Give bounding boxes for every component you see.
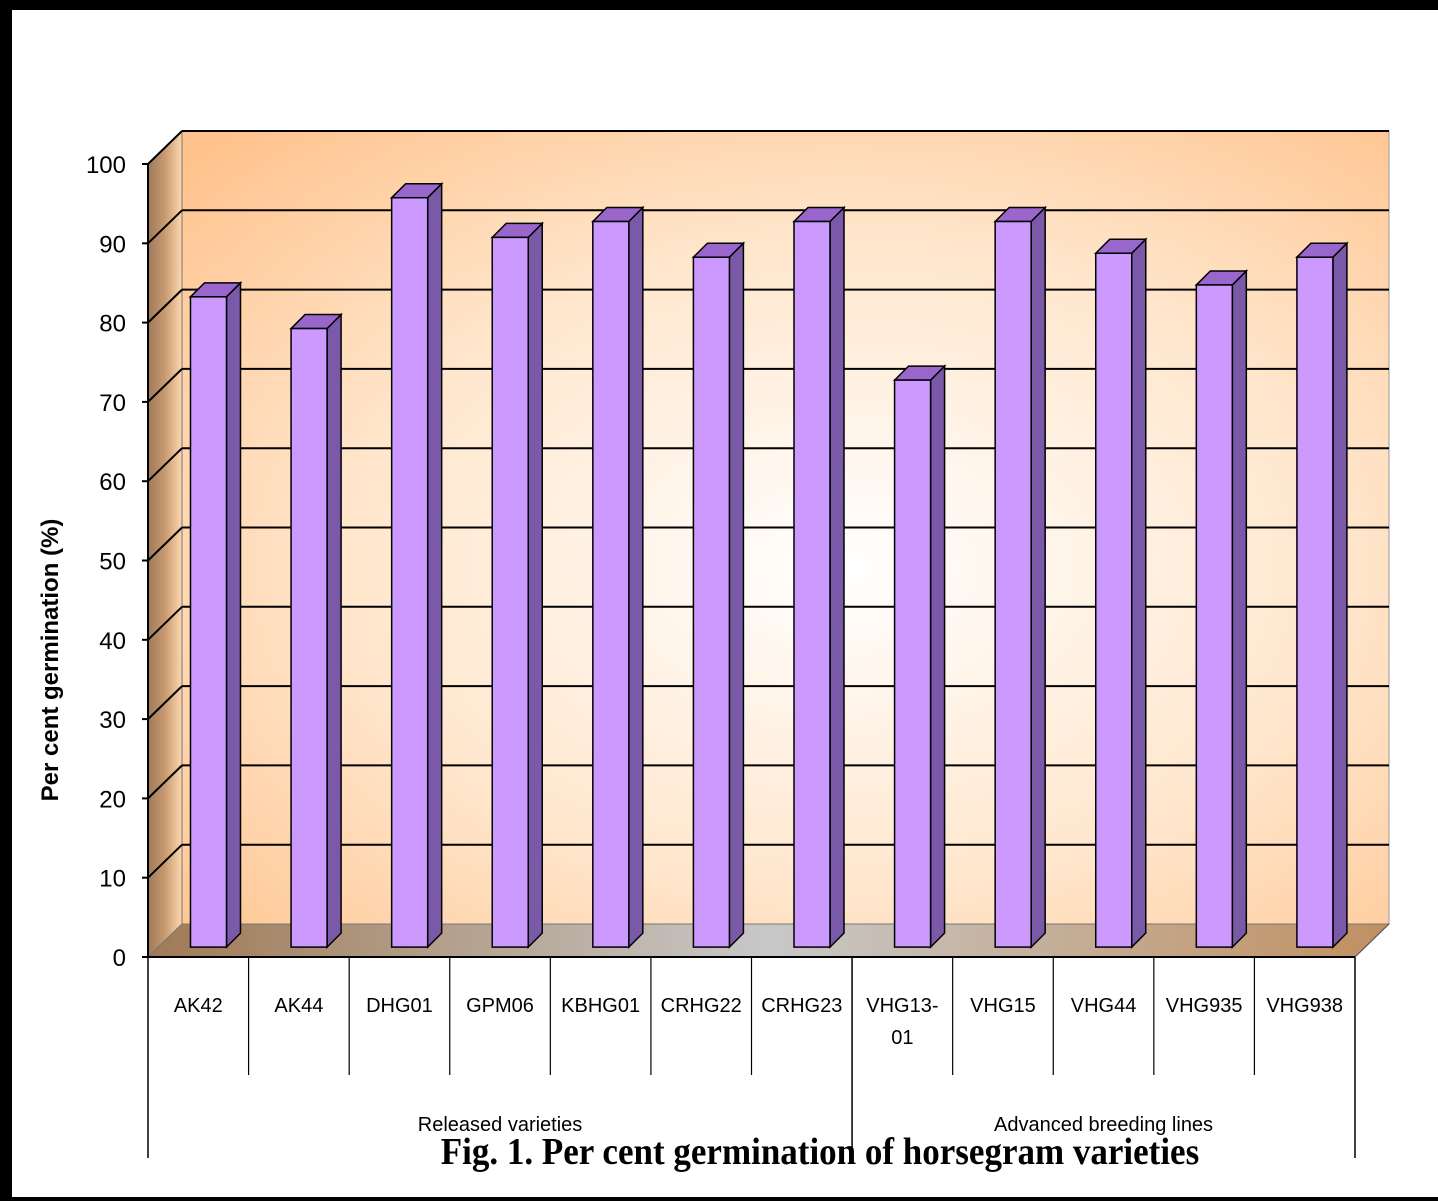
bar: [189, 296, 228, 948]
x-tick-label: VHG935: [1166, 995, 1243, 1017]
bar-side: [728, 241, 745, 949]
y-tick-label: 70: [99, 390, 126, 417]
gridline-side: [147, 526, 183, 562]
x-tick-label: AK42: [174, 995, 223, 1017]
bar: [994, 220, 1032, 948]
bar-side: [1231, 269, 1248, 949]
bar-side: [527, 221, 543, 949]
bar-VHG938: [1295, 241, 1349, 949]
group-label: Released varieties: [418, 1114, 583, 1136]
bar: [592, 220, 630, 948]
bar-side: [929, 364, 946, 949]
gridline-side: [147, 843, 183, 879]
y-tick-label: 50: [99, 549, 126, 576]
y-tick-label: 0: [113, 945, 126, 972]
bar-side: [426, 181, 443, 949]
bar-side: [1130, 237, 1147, 949]
gridlines: [147, 130, 1389, 879]
bar-CRHG23: [792, 205, 846, 949]
bar-AK42: [188, 281, 243, 949]
x-tick-label: KBHG01: [561, 995, 640, 1017]
y-tick-label: 10: [99, 866, 126, 893]
y-tick-label: 80: [99, 311, 126, 338]
bar-DHG01: [389, 181, 444, 949]
bar: [692, 256, 731, 948]
y-axis: 0 10 20 30 40 50 60 70 80 90 100: [86, 152, 149, 972]
y-tick-label: 20: [99, 786, 126, 813]
gridline-side: [147, 685, 183, 720]
x-tick-label: VHG15: [970, 995, 1036, 1017]
figure-caption: Fig. 1. Per cent germination of horsegra…: [440, 1130, 1200, 1173]
bar: [1296, 256, 1334, 948]
bar-CRHG22: [691, 241, 746, 949]
floor-edge: [1354, 923, 1390, 958]
bar: [290, 327, 328, 948]
bar: [390, 196, 429, 948]
group-label: Advanced breeding lines: [994, 1114, 1213, 1136]
x-tick-label: DHG01: [366, 995, 433, 1017]
y-tick-label: 100: [86, 152, 126, 179]
x-tick-label: VHG13-01: [866, 995, 938, 1049]
bar-VHG935: [1194, 269, 1249, 949]
bars: [188, 181, 1349, 949]
bar-VHG13-01: [892, 364, 947, 949]
x-axis: Released varieties Advanced breeding line…: [147, 923, 1390, 1158]
bar-side: [326, 312, 342, 949]
bar-VHG15: [993, 205, 1047, 949]
bar-side: [829, 205, 845, 949]
bar-AK44: [289, 312, 343, 949]
gridline-side: [147, 447, 183, 482]
bar: [491, 236, 529, 948]
gridline-side: [147, 764, 183, 800]
bar-side: [628, 205, 644, 949]
y-tick-label: 40: [99, 628, 126, 655]
x-tick-label: CRHG23: [761, 995, 842, 1017]
bar: [893, 379, 932, 948]
bar-side: [1030, 205, 1046, 949]
x-tick-label: VHG44: [1071, 995, 1137, 1017]
bar-side: [225, 281, 242, 949]
bar: [793, 220, 831, 948]
y-tick-label: 60: [99, 469, 126, 496]
x-tick-label: GPM06: [466, 995, 534, 1017]
bar-side: [1332, 241, 1348, 949]
bar: [1094, 252, 1133, 948]
x-tick-label: CRHG22: [661, 995, 742, 1017]
y-tick-label: 30: [99, 707, 126, 734]
x-tick-label: AK44: [274, 995, 323, 1017]
y-tick-label: 90: [99, 231, 126, 258]
gridline-side: [147, 368, 183, 403]
bar-VHG44: [1093, 237, 1148, 949]
y-axis-title: Per cent germination (%): [37, 519, 64, 802]
gridline-side: [147, 606, 183, 641]
x-tick-label: VHG938: [1266, 995, 1343, 1017]
gridline-side: [147, 209, 183, 245]
gridline-side: [147, 130, 183, 165]
bar-GPM06: [490, 221, 545, 949]
bar-KBHG01: [591, 205, 645, 949]
gridline-side: [147, 288, 183, 324]
bar: [1195, 284, 1234, 948]
